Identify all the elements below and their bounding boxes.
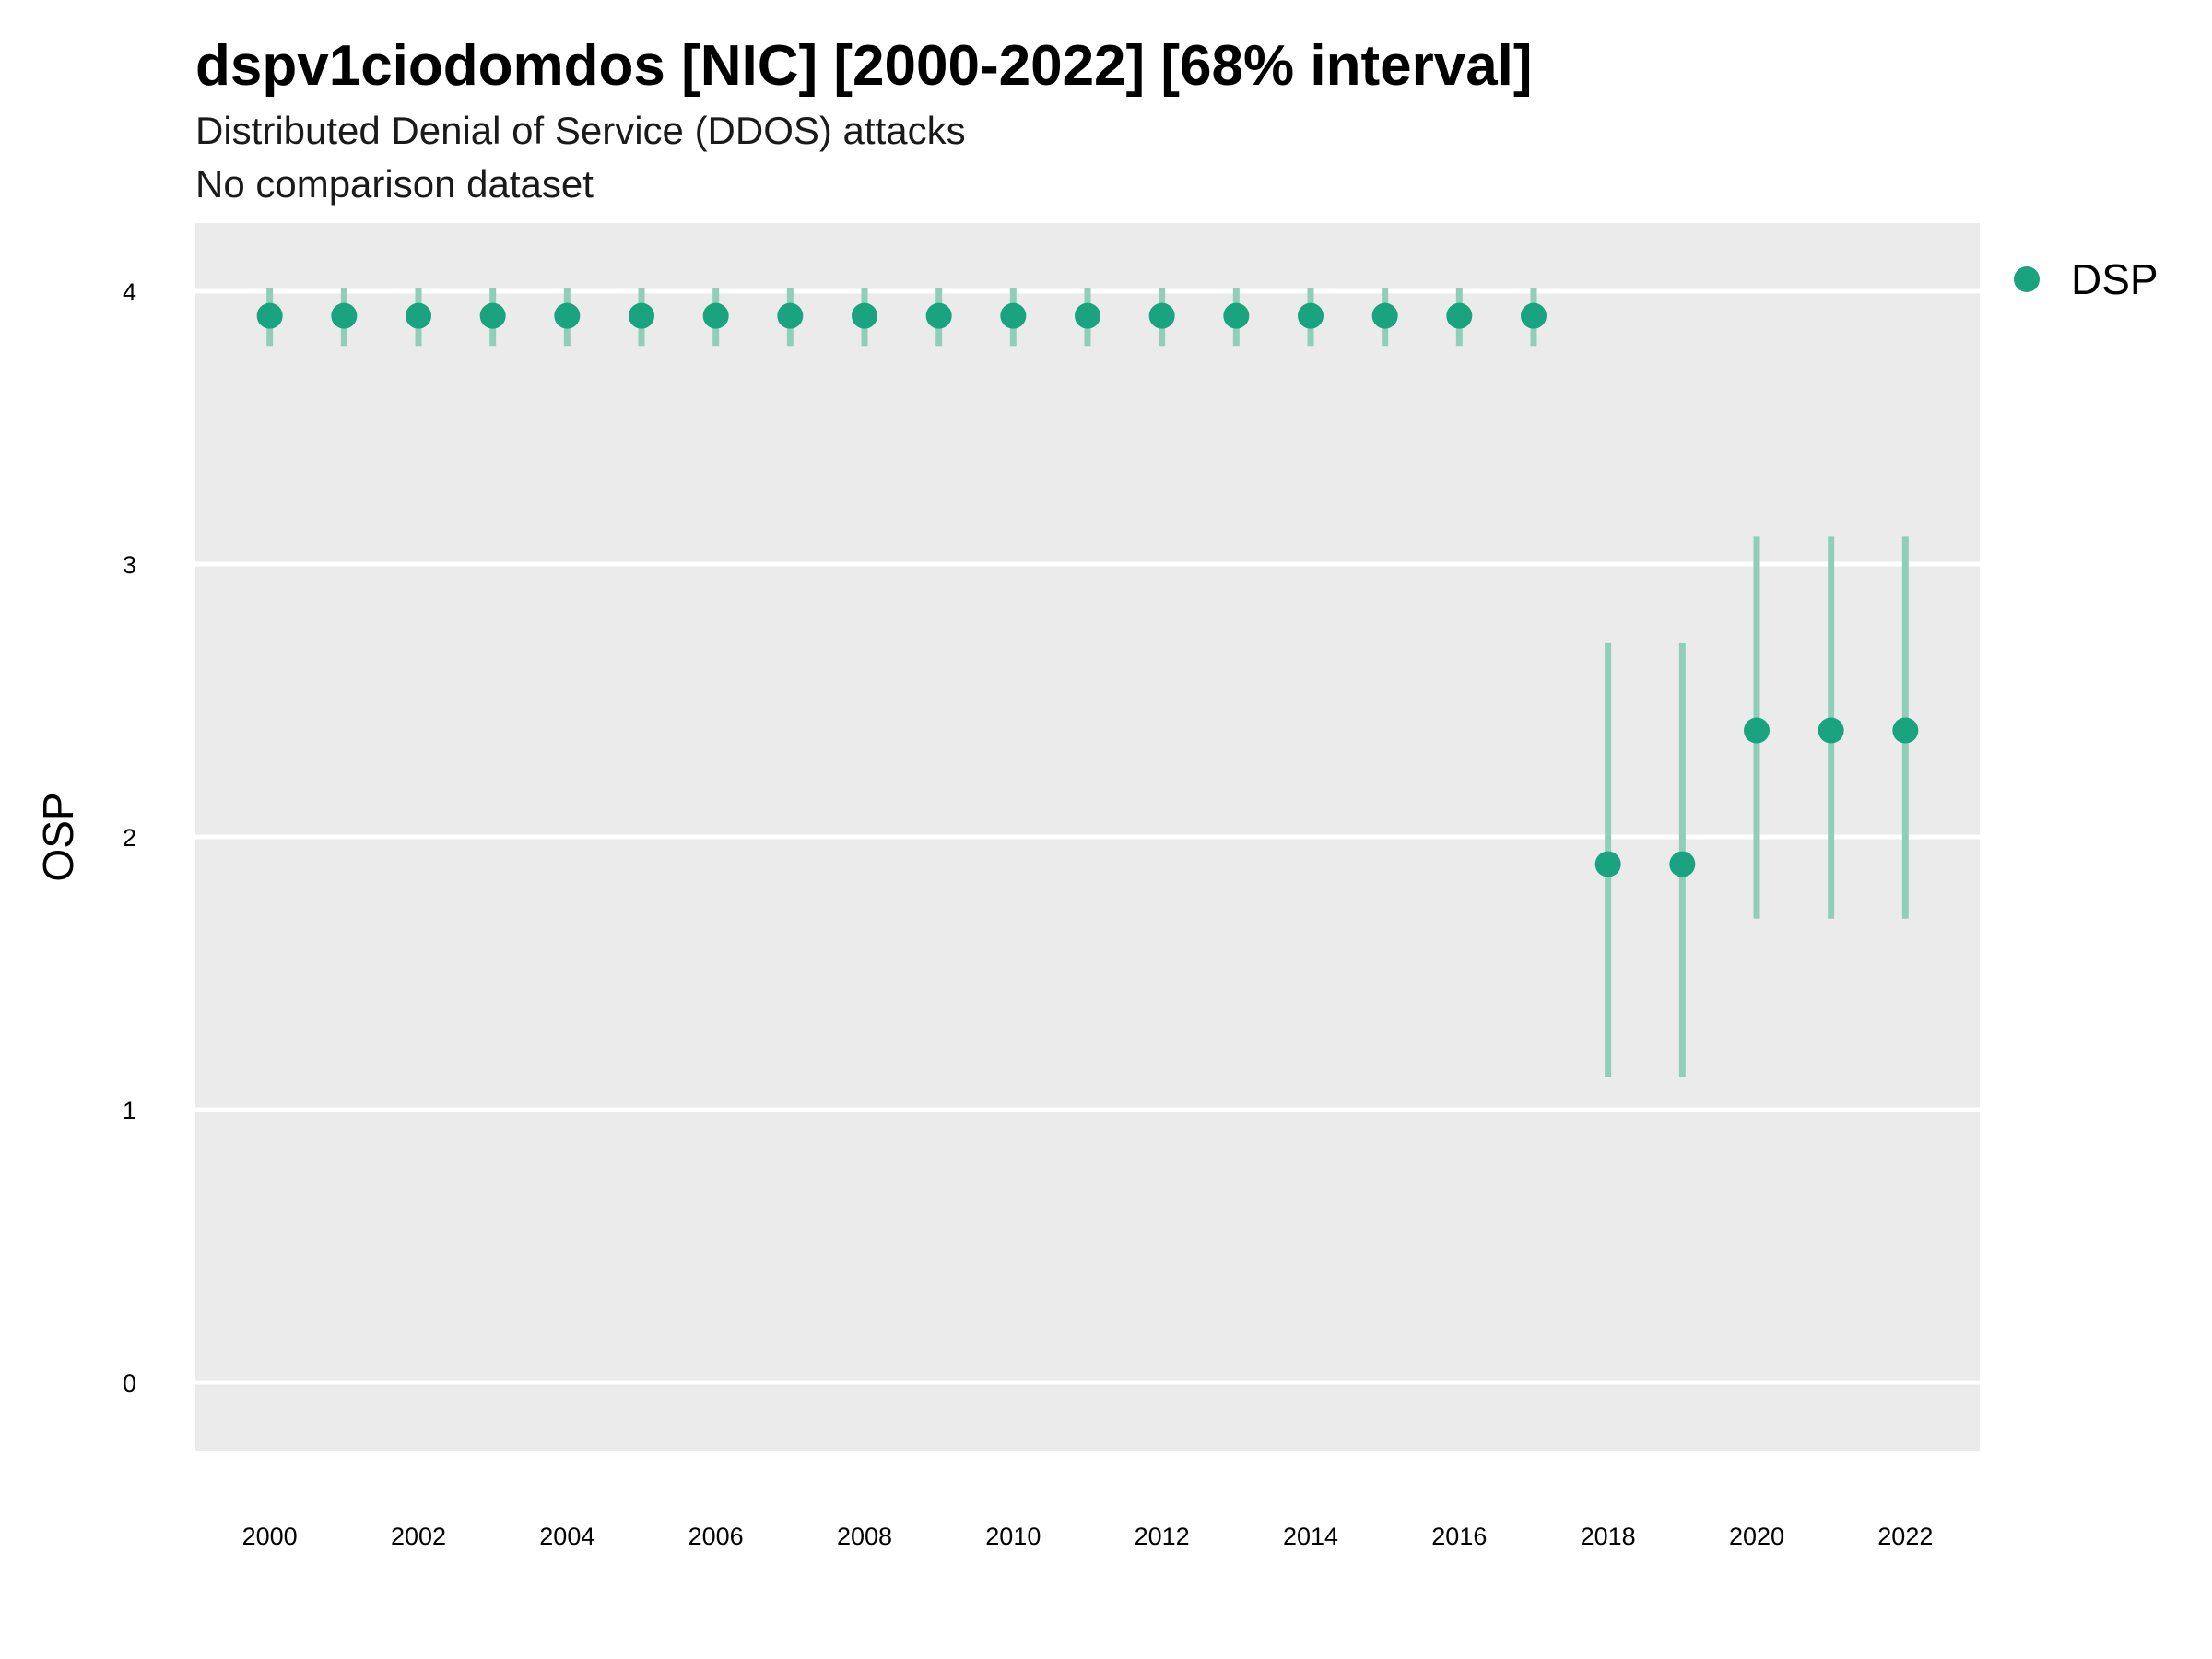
point-2008 xyxy=(852,302,877,329)
point-2003 xyxy=(479,302,506,329)
point-2018 xyxy=(1594,851,1621,877)
point-2020 xyxy=(1744,717,1770,744)
point-2001 xyxy=(331,302,358,329)
y-axis-title: OSP xyxy=(34,792,82,881)
point-2000 xyxy=(256,302,283,329)
x-tick-label-2002: 2002 xyxy=(391,1523,446,1550)
point-2015 xyxy=(1371,302,1398,329)
legend-key-dsp xyxy=(2014,266,2040,292)
x-tick-labels: 2000 2002 2004 2006 2008 2010 2012 2014 2016 2018… xyxy=(242,1523,1934,1550)
x-tick-label-2008: 2008 xyxy=(837,1523,892,1550)
x-tick-label-2006: 2006 xyxy=(688,1523,744,1550)
x-tick-label-2014: 2014 xyxy=(1283,1523,1338,1550)
point-2016 xyxy=(1446,302,1473,329)
point-2007 xyxy=(777,302,804,329)
legend: DSP xyxy=(2014,255,2159,303)
x-tick-label-2004: 2004 xyxy=(539,1523,594,1550)
x-tick-label-2000: 2000 xyxy=(242,1523,298,1550)
point-2017 xyxy=(1521,302,1547,329)
point-2010 xyxy=(1000,302,1027,329)
point-2014 xyxy=(1298,302,1324,329)
x-tick-label-2018: 2018 xyxy=(1581,1523,1636,1550)
x-tick-label-2010: 2010 xyxy=(985,1523,1041,1550)
point-layer xyxy=(256,302,1919,877)
y-tick-labels: 0 1 2 3 4 xyxy=(123,278,136,1397)
point-2011 xyxy=(1075,302,1100,329)
point-2009 xyxy=(925,302,952,329)
point-2006 xyxy=(702,302,729,329)
y-tick-label-2: 2 xyxy=(123,824,136,852)
chart-title: dspv1ciodomdos [NIC] [2000-2022] [68% in… xyxy=(195,34,1533,98)
legend-label-dsp: DSP xyxy=(2071,255,2159,303)
point-2004 xyxy=(554,302,581,329)
y-tick-label-3: 3 xyxy=(123,551,136,579)
point-2002 xyxy=(406,302,431,329)
point-2019 xyxy=(1669,851,1696,877)
point-2021 xyxy=(1818,717,1844,744)
point-2013 xyxy=(1223,302,1250,329)
chart-subtitle-line-1: Distributed Denial of Service (DDOS) att… xyxy=(195,109,966,152)
x-tick-label-2016: 2016 xyxy=(1431,1523,1487,1550)
point-2012 xyxy=(1148,302,1175,329)
y-tick-label-1: 1 xyxy=(123,1097,136,1124)
x-tick-label-2012: 2012 xyxy=(1135,1523,1190,1550)
chart-subtitle-line-2: No comparison dataset xyxy=(195,162,594,206)
point-2022 xyxy=(1892,717,1919,744)
x-tick-label-2022: 2022 xyxy=(1877,1523,1933,1550)
x-tick-label-2020: 2020 xyxy=(1729,1523,1784,1550)
y-tick-label-0: 0 xyxy=(123,1370,136,1397)
y-tick-label-4: 4 xyxy=(123,278,136,306)
point-2005 xyxy=(629,302,654,329)
